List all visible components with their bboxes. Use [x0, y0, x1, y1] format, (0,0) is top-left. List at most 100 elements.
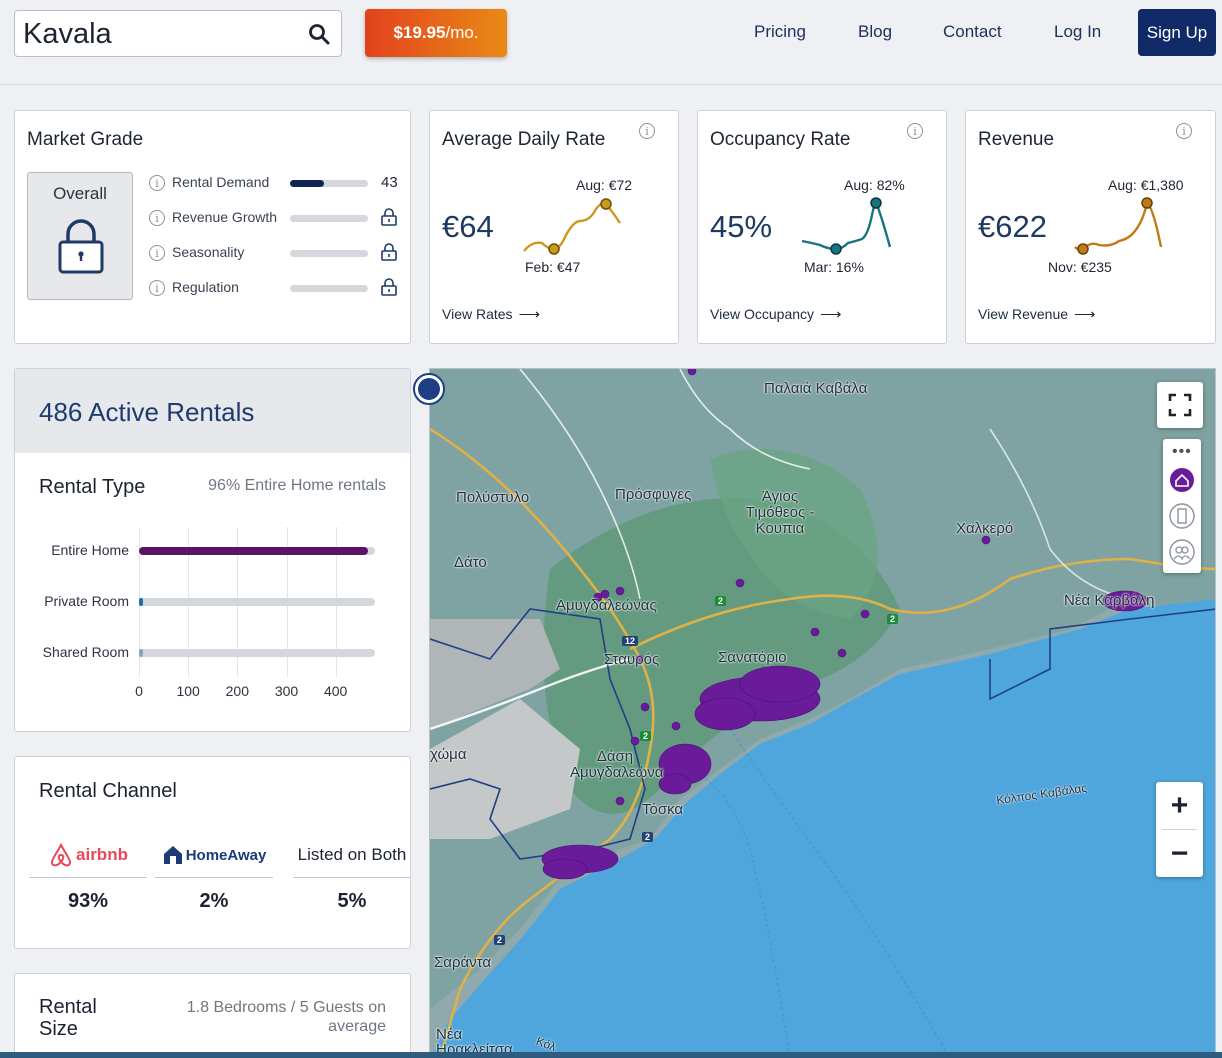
more-icon[interactable]: •••	[1172, 443, 1192, 460]
grade-value: 43	[381, 174, 398, 191]
map-label: Σανατόριο	[718, 649, 787, 666]
bar[interactable]	[139, 649, 143, 657]
map-label: Αμυγδαλεώνας	[556, 597, 657, 614]
grade-label: Revenue Growth	[172, 209, 278, 225]
rental-channel-card: Rental Channel airbnb 93% HomeAway 2% Li…	[14, 756, 411, 949]
search-icon[interactable]	[307, 22, 331, 46]
both-label: Listed on Both	[297, 845, 407, 864]
search-input[interactable]	[23, 17, 303, 51]
revenue-high-label: Aug: €1,380	[1108, 177, 1184, 193]
fullscreen-button[interactable]	[1157, 382, 1203, 428]
x-tick-label: 100	[176, 683, 200, 699]
occupancy-value: 45%	[710, 209, 773, 244]
info-icon[interactable]: i	[149, 210, 165, 226]
grade-row-regulation: i Regulation	[149, 278, 399, 298]
x-tick-label: 0	[135, 683, 143, 699]
divider	[293, 877, 411, 878]
grade-row-rental-demand: i Rental Demand 43	[149, 173, 399, 193]
nav-login-link[interactable]: Log In	[1054, 22, 1102, 41]
info-icon[interactable]: i	[907, 123, 923, 139]
revenue-value: €622	[978, 209, 1047, 244]
rental-type-chart: 0 100 200 300 400 Entire Home Private Room Shar…	[15, 519, 412, 709]
lock-icon	[381, 243, 397, 261]
grade-label: Regulation	[172, 279, 239, 295]
pricing-plan-button[interactable]: $19.95/mo.	[365, 9, 507, 57]
zoom-controls: + −	[1156, 782, 1203, 877]
adr-card[interactable]: Average Daily Rate i €64 Aug: €72 Feb: €…	[429, 110, 679, 344]
info-icon[interactable]: i	[149, 245, 165, 261]
map-label: Παλαιά Καβάλα	[764, 380, 868, 397]
info-icon[interactable]: i	[149, 175, 165, 191]
info-icon[interactable]: i	[1176, 123, 1192, 139]
road-number: 2	[715, 596, 727, 606]
search-box[interactable]	[14, 10, 342, 57]
price-amount: $19.95	[393, 23, 446, 42]
zoom-out-button[interactable]: −	[1170, 836, 1189, 870]
map-label: Χαλκερό	[956, 520, 1014, 537]
rentals-map[interactable]: Παλαιά Καβάλα Πολύστυλο Πρόσφυγες Άγιος …	[429, 368, 1216, 1058]
road-number: 2	[640, 731, 652, 741]
door-layer-icon[interactable]	[1169, 503, 1195, 529]
map-label: Τόσκα	[642, 801, 684, 818]
adr-title: Average Daily Rate	[442, 129, 606, 150]
view-revenue-link[interactable]: View Revenue ⟶	[978, 305, 1096, 323]
overall-label: Overall	[53, 184, 107, 203]
map-label: Πολύστυλο	[456, 489, 530, 506]
nav-contact-link[interactable]: Contact	[943, 22, 1002, 41]
divider	[29, 877, 147, 878]
bar[interactable]	[139, 547, 369, 555]
rental-size-title: Rental Size	[39, 996, 97, 1040]
home-layer-icon[interactable]	[1169, 467, 1195, 493]
lock-icon	[381, 208, 397, 226]
occupancy-low-label: Mar: 16%	[804, 259, 864, 275]
road-number: 12	[622, 636, 639, 646]
road-number: 2	[642, 832, 654, 842]
homeaway-icon	[163, 846, 182, 864]
adr-high-label: Aug: €72	[576, 177, 633, 193]
adr-low-label: Feb: €47	[525, 259, 581, 275]
airbnb-logo: airbnb	[29, 837, 147, 873]
grade-row-seasonality: i Seasonality	[149, 243, 399, 263]
map-label: Νέα Καρβάλη	[1064, 592, 1155, 609]
revenue-card[interactable]: Revenue i €622 Aug: €1,380 Nov: €235 Vie…	[965, 110, 1216, 344]
nav-pricing-link[interactable]: Pricing	[754, 22, 806, 41]
homeaway-label: HomeAway	[185, 846, 267, 864]
revenue-title: Revenue	[978, 129, 1055, 150]
rental-type-subtitle: 96% Entire Home rentals	[208, 477, 386, 494]
signup-button[interactable]: Sign Up	[1138, 9, 1216, 56]
map-label: Πρόσφυγες	[615, 486, 692, 503]
zoom-in-button[interactable]: +	[1170, 788, 1189, 822]
group-layer-icon[interactable]	[1169, 539, 1195, 565]
occupancy-sparkline	[801, 197, 892, 255]
lock-icon	[58, 219, 104, 274]
map-label: Άγιος Τιμόθεος - Κουπια	[745, 488, 815, 537]
rental-markers	[541, 369, 1148, 880]
channel-homeaway: HomeAway 2%	[155, 837, 273, 937]
airbnb-label: airbnb	[76, 845, 128, 864]
rental-size-card: Rental Size 1.8 Bedrooms / 5 Guests on a…	[14, 973, 411, 1058]
both-share: 5%	[337, 890, 367, 912]
info-icon[interactable]: i	[149, 280, 165, 296]
overall-grade-box[interactable]: Overall	[27, 172, 133, 300]
view-rates-link[interactable]: View Rates ⟶	[442, 305, 540, 323]
x-tick-label: 400	[323, 683, 348, 699]
view-occupancy-label: View Occupancy	[710, 306, 815, 322]
bar[interactable]	[139, 598, 143, 606]
map-handle[interactable]	[412, 372, 446, 406]
occupancy-card[interactable]: Occupancy Rate i 45% Aug: 82% Mar: 16% V…	[697, 110, 947, 344]
info-icon[interactable]: i	[639, 123, 655, 139]
divider	[155, 877, 273, 878]
category-label: Shared Room	[42, 644, 129, 660]
fullscreen-icon	[1168, 393, 1192, 417]
arrow-right-icon: ⟶	[518, 306, 541, 323]
rental-type-title: Rental Type	[39, 476, 146, 498]
divider	[1162, 829, 1197, 830]
bar-track	[139, 598, 375, 606]
lock-icon	[381, 278, 397, 296]
price-period: /mo.	[445, 23, 479, 42]
nav-blog-link[interactable]: Blog	[858, 22, 893, 41]
airbnb-share: 93%	[67, 890, 109, 912]
grade-bar	[290, 285, 368, 292]
view-occupancy-link[interactable]: View Occupancy ⟶	[710, 305, 842, 323]
grade-bar-fill	[290, 180, 324, 187]
